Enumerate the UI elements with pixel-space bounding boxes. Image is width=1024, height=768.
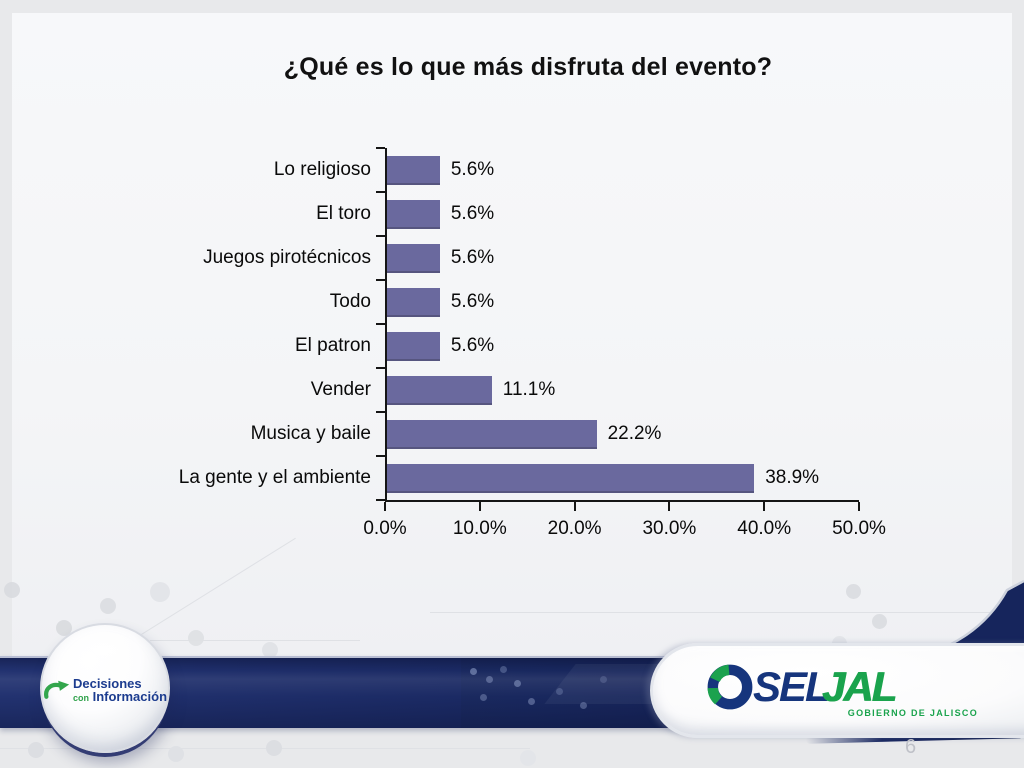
x-tick-label: 20.0% bbox=[547, 518, 602, 539]
circuit-trace bbox=[430, 612, 990, 613]
osel-o-icon bbox=[707, 664, 753, 710]
bar bbox=[387, 243, 440, 273]
bar-track: 5.6% bbox=[376, 279, 859, 324]
value-label: 11.1% bbox=[502, 379, 556, 400]
osel-jal-text: JAL bbox=[821, 663, 897, 710]
bar bbox=[387, 155, 440, 185]
gobierno-jalisco-text: GOBIERNO DE JALISCO bbox=[847, 708, 978, 718]
green-arrow-icon bbox=[44, 680, 70, 699]
bar bbox=[387, 331, 440, 361]
chart-row: Musica y baile 22.2% bbox=[155, 411, 945, 456]
bar-chart: Lo religioso 5.6% El toro 5.6% Juegos piroté… bbox=[155, 147, 945, 546]
circuit-trace bbox=[0, 748, 530, 749]
x-tick-label: 40.0% bbox=[737, 518, 792, 539]
x-tick-label: 50.0% bbox=[832, 518, 886, 539]
chart-row: La gente y el ambiente 38.9% bbox=[155, 455, 945, 501]
category-label: Musica y baile bbox=[250, 423, 371, 444]
decisiones-text: Decisiones con Información bbox=[73, 677, 167, 703]
bar-track: 5.6% bbox=[376, 323, 859, 368]
circuit-trace bbox=[150, 640, 360, 641]
osel-logo: SEL JAL bbox=[705, 662, 897, 712]
category-label: Vender bbox=[310, 379, 371, 400]
value-label: 5.6% bbox=[450, 159, 495, 180]
bar-track: 38.9% bbox=[376, 455, 859, 501]
value-label: 38.9% bbox=[765, 467, 820, 488]
bar-track: 5.6% bbox=[376, 191, 859, 236]
page-number: 6 bbox=[905, 736, 917, 758]
bar-track: 5.6% bbox=[376, 147, 859, 192]
category-label: Todo bbox=[329, 291, 371, 312]
value-label: 5.6% bbox=[450, 247, 495, 268]
chart-title: ¿Qué es lo que más disfruta del evento? bbox=[283, 53, 773, 81]
bar-track: 5.6% bbox=[376, 235, 859, 280]
x-tick-label: 10.0% bbox=[452, 518, 507, 539]
x-tick bbox=[573, 502, 576, 511]
con-word: con bbox=[72, 693, 89, 703]
osel-sel-text: SEL bbox=[753, 663, 831, 710]
circuit-dots bbox=[4, 582, 20, 598]
x-tick bbox=[763, 502, 766, 511]
informacion-word: Información bbox=[92, 689, 168, 704]
category-label: La gente y el ambiente bbox=[178, 467, 371, 488]
category-label: El toro bbox=[316, 203, 371, 224]
x-tick-label: 0.0% bbox=[363, 518, 407, 539]
x-tick bbox=[668, 502, 671, 511]
x-tick-label: 30.0% bbox=[642, 518, 697, 539]
decisiones-logo-badge: Decisiones con Información bbox=[40, 623, 170, 753]
x-tick bbox=[478, 502, 481, 511]
chart-row: El patron 5.6% bbox=[155, 323, 945, 368]
chart-row: El toro 5.6% bbox=[155, 191, 945, 236]
value-label: 5.6% bbox=[450, 203, 495, 224]
value-label: 22.2% bbox=[607, 423, 662, 444]
bar bbox=[387, 463, 755, 493]
slide-content-panel bbox=[12, 13, 1012, 658]
value-label: 5.6% bbox=[450, 291, 495, 312]
chart-row: Todo 5.6% bbox=[155, 279, 945, 324]
bar-track: 11.1% bbox=[376, 367, 859, 412]
x-axis: 0.0% 10.0% 20.0% 30.0% 40.0% 50.0% bbox=[363, 500, 886, 546]
decisiones-logo: Decisiones con Información bbox=[43, 677, 167, 703]
bar bbox=[387, 287, 440, 317]
category-label: El patron bbox=[294, 335, 371, 356]
osel-logo-pill: SEL JAL GOBIERNO DE JALISCO bbox=[650, 643, 1024, 738]
bar-track: 22.2% bbox=[376, 411, 859, 456]
bar bbox=[387, 375, 492, 405]
category-label: Lo religioso bbox=[273, 159, 371, 180]
decisiones-word: Decisiones bbox=[72, 676, 142, 691]
value-label: 5.6% bbox=[450, 335, 495, 356]
bar bbox=[387, 199, 440, 229]
circuit-dots bbox=[28, 742, 44, 758]
x-tick bbox=[384, 502, 386, 511]
chart-row: Juegos pirotécnicos 5.6% bbox=[155, 235, 945, 280]
chart-rows: Lo religioso 5.6% El toro 5.6% Juegos piroté… bbox=[155, 147, 945, 501]
x-tick bbox=[858, 502, 860, 511]
bar bbox=[387, 419, 597, 449]
chart-row: Vender 11.1% bbox=[155, 367, 945, 412]
category-label: Juegos pirotécnicos bbox=[203, 247, 371, 268]
chart-row: Lo religioso 5.6% bbox=[155, 147, 945, 192]
circuit-dots-navy bbox=[470, 668, 477, 675]
circuit-dots bbox=[846, 584, 861, 599]
